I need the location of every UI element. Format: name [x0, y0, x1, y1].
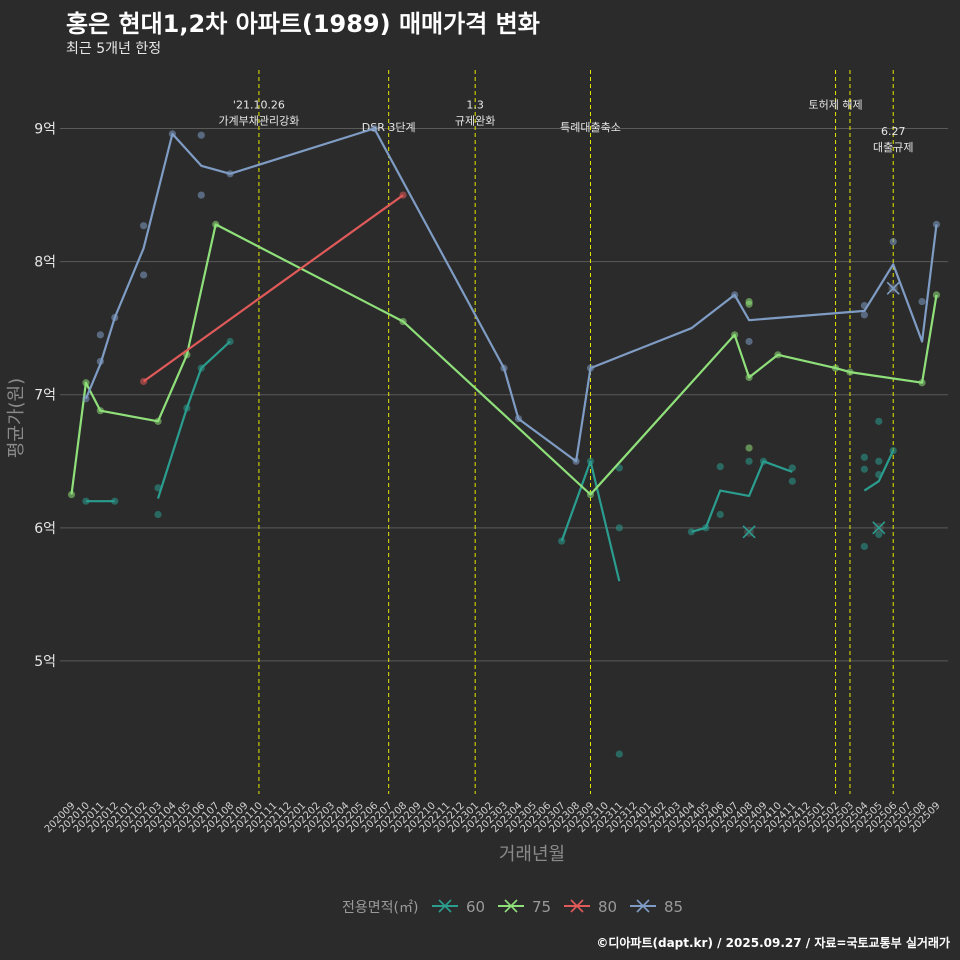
data-point — [918, 297, 926, 306]
data-point — [788, 477, 796, 485]
event-label: 규제완화 — [455, 115, 495, 128]
cross-mark — [872, 521, 886, 535]
data-point — [615, 750, 623, 758]
series-line — [70, 223, 938, 496]
legend-label: 75 — [532, 898, 551, 916]
y-tick-label: 7억 — [34, 388, 56, 404]
data-point — [932, 220, 941, 228]
x-axis-title: 거래년월 — [499, 844, 565, 865]
data-point — [889, 238, 897, 246]
data-point — [745, 444, 753, 452]
data-point — [140, 222, 148, 230]
data-point — [197, 191, 205, 199]
event-label: 가계부채관리강화 — [218, 115, 299, 128]
data-point — [745, 457, 753, 465]
legend-title: 전용면적(㎡) — [342, 900, 418, 916]
legend-cross — [636, 899, 650, 913]
legend-item-85: 85 — [630, 898, 683, 916]
series-line — [863, 450, 895, 492]
series-85 — [82, 124, 941, 465]
series-line — [142, 194, 404, 383]
y-tick-label: 5억 — [34, 654, 56, 670]
y-axis-title: 평균가(원) — [6, 378, 27, 458]
data-point — [860, 311, 868, 319]
legend-label: 60 — [466, 898, 485, 916]
data-point — [140, 271, 148, 279]
cross-mark — [886, 281, 900, 295]
data-point — [96, 331, 104, 339]
series-80 — [140, 191, 407, 386]
chart-subtitle: 최근 5개년 한정 — [66, 41, 162, 57]
legend-cross — [570, 899, 584, 913]
data-point — [67, 490, 76, 499]
chart-title: 홍은 현대1,2차 아파트(1989) 매매가격 변화 — [66, 10, 540, 38]
data-point — [745, 300, 753, 308]
legend-item-80: 80 — [564, 898, 617, 916]
data-point — [716, 462, 724, 471]
data-point — [875, 417, 883, 425]
data-point — [687, 528, 696, 536]
data-point — [860, 465, 868, 473]
legend-label: 85 — [664, 898, 683, 916]
series-line — [560, 460, 621, 582]
y-tick-label: 9억 — [34, 122, 56, 138]
data-point — [745, 337, 753, 346]
data-point — [860, 453, 868, 461]
series-line — [156, 340, 231, 499]
data-point — [788, 464, 796, 472]
event-label: 특례대출축소 — [560, 121, 621, 134]
data-point — [860, 542, 868, 551]
data-point — [716, 510, 724, 519]
data-point — [875, 530, 883, 539]
event-label: 대출규제 — [873, 141, 913, 154]
y-tick-label: 6억 — [34, 521, 56, 537]
event-label: DSR 3단계 — [362, 121, 416, 134]
legend-item-60: 60 — [432, 898, 485, 916]
data-point — [154, 510, 162, 519]
event-label: 1.3 — [466, 99, 484, 112]
legend-cross — [438, 899, 452, 913]
series-line — [84, 127, 938, 463]
source-caption: ©디아파트(dapt.kr) / 2025.09.27 / 자료=국토교통부 실… — [596, 936, 950, 950]
legend-label: 80 — [598, 898, 617, 916]
event-label: '21.10.26 — [233, 99, 285, 112]
cross-mark — [742, 525, 756, 539]
legend: 전용면적(㎡) 60 75 80 85 — [342, 898, 683, 916]
series-75 — [67, 220, 941, 499]
event-label: 토허제 해제 — [809, 98, 863, 112]
data-point — [615, 524, 623, 532]
series-line — [691, 460, 793, 533]
legend-item-75: 75 — [498, 898, 551, 916]
data-point — [197, 131, 205, 139]
legend-cross — [504, 899, 518, 913]
data-point — [875, 457, 883, 465]
y-tick-label: 8억 — [34, 255, 56, 271]
series-60 — [82, 337, 897, 758]
event-label: 6.27 — [881, 125, 906, 138]
